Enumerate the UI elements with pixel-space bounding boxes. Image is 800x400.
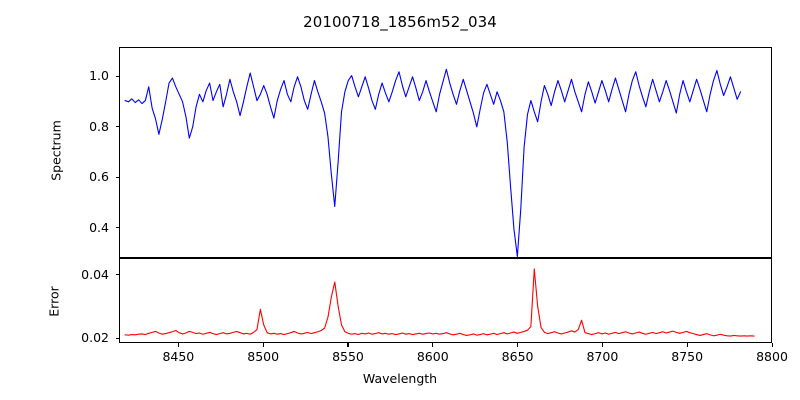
error-line-series [120, 259, 771, 342]
x-tick-label: 8450 [162, 349, 195, 364]
x-tick [601, 343, 604, 347]
y-axis-label-spectrum: Spectrum [48, 120, 64, 181]
x-tick [517, 343, 519, 347]
y-tick-spectrum [115, 176, 119, 178]
y-tick-label-spectrum: 0.6 [89, 169, 109, 185]
x-axis-label: Wavelength [362, 371, 438, 386]
y-tick-spectrum [115, 227, 119, 229]
error-panel [119, 258, 772, 343]
y-tick-label-error: 0.04 [81, 266, 109, 282]
x-tick [262, 343, 264, 347]
x-tick-label: 8650 [501, 349, 534, 364]
spectrum-panel [119, 47, 772, 258]
error-trace [125, 269, 754, 336]
x-tick-label: 8700 [586, 349, 619, 364]
x-tick [347, 343, 349, 347]
x-tick-label: 8500 [247, 349, 280, 364]
x-tick [771, 343, 773, 347]
x-tick [432, 343, 434, 347]
y-tick-label-spectrum: 0.8 [89, 118, 109, 134]
x-tick-label: 8750 [671, 349, 704, 364]
spectrum-trace [125, 69, 740, 256]
y-tick-spectrum [115, 75, 119, 77]
chart-title: 20100718_1856m52_034 [303, 13, 497, 31]
y-tick-spectrum [115, 126, 119, 128]
x-tick [686, 343, 688, 347]
y-tick-label-error: 0.02 [81, 330, 109, 346]
x-tick-label: 8550 [332, 349, 364, 364]
spectrum-line-series [120, 48, 771, 257]
x-tick [177, 343, 179, 347]
x-tick-label: 8600 [416, 349, 449, 364]
y-tick-error [115, 337, 119, 339]
x-tick-label: 8800 [756, 349, 788, 364]
y-tick-label-spectrum: 0.4 [89, 219, 109, 235]
y-tick-error [115, 274, 119, 276]
y-tick-label-spectrum: 1.0 [89, 68, 109, 84]
